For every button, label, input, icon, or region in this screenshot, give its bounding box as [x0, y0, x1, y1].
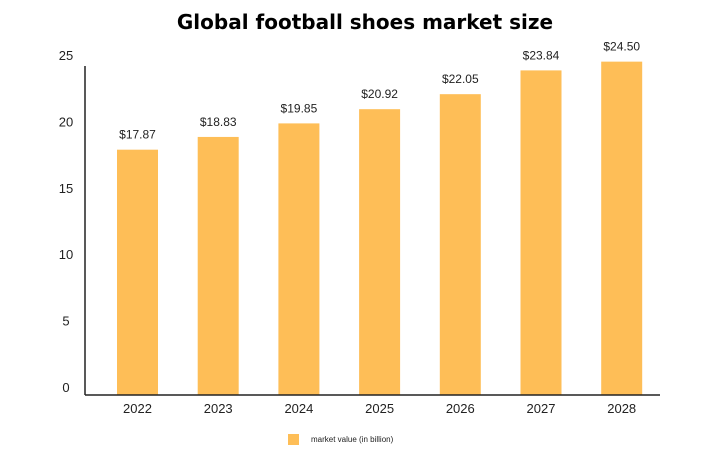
y-tick-label: 0 [62, 380, 69, 395]
data-label-2024: $19.85 [281, 101, 318, 115]
bar-2025 [359, 109, 401, 395]
bar-2026 [439, 94, 481, 396]
x-tick-label: 2028 [607, 401, 636, 416]
data-label-2023: $18.83 [200, 115, 237, 129]
chart-title: Global football shoes market size [176, 10, 554, 34]
legend-label: market value (in billion) [311, 435, 394, 444]
data-labels: $17.87 $18.83 $19.85 $20.92 $22.05 $23.84 $24.… [119, 40, 640, 142]
bar-2027 [520, 70, 562, 396]
x-tick-label: 2022 [123, 401, 152, 416]
legend: market value (in billion) [288, 434, 393, 445]
y-tick-label: 10 [59, 247, 73, 262]
bar-2024 [278, 123, 320, 395]
y-axis-ticks: 0 5 10 15 20 25 [59, 48, 73, 395]
x-tick-label: 2024 [284, 401, 313, 416]
bar-2023 [197, 136, 239, 395]
y-tick-label: 20 [59, 114, 73, 129]
x-tick-label: 2025 [365, 401, 394, 416]
legend-swatch [288, 434, 299, 445]
x-axis-ticks: 2022 2023 2024 2025 2026 2027 2028 [123, 401, 636, 416]
bars [117, 61, 643, 396]
bar-2022 [117, 149, 158, 395]
y-tick-label: 15 [59, 181, 73, 196]
x-tick-label: 2026 [446, 401, 475, 416]
data-label-2025: $20.92 [361, 87, 398, 101]
data-label-2027: $23.84 [523, 48, 560, 62]
data-label-2026: $22.05 [442, 72, 479, 86]
y-tick-label: 25 [59, 48, 73, 63]
data-label-2022: $17.87 [119, 128, 156, 142]
data-label-2028: $24.50 [603, 40, 640, 54]
x-tick-label: 2027 [527, 401, 556, 416]
x-tick-label: 2023 [204, 401, 233, 416]
bar-2028 [601, 61, 643, 395]
y-tick-label: 5 [62, 314, 69, 329]
